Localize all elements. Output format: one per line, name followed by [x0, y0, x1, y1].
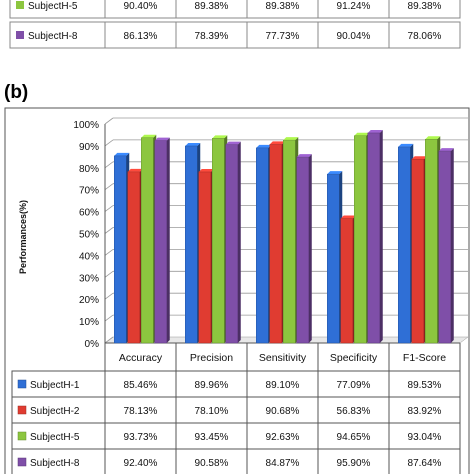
bar: [340, 215, 356, 344]
top-table-cell: 89.38%: [266, 1, 300, 12]
data-label: 93.73%: [124, 432, 158, 443]
data-label: 77.09%: [337, 380, 371, 391]
bar: [269, 141, 285, 344]
top-table-cell: 90.04%: [337, 31, 371, 42]
bar: [283, 137, 299, 344]
data-label: 78.10%: [195, 406, 229, 417]
y-axis-label: Performances(%): [18, 200, 28, 274]
top-table-cell: 90.40%: [124, 1, 158, 12]
legend-table-row: [11, 448, 461, 474]
data-label: 89.53%: [408, 380, 442, 391]
legend-data-table: Accuracy Precision Sensitivity Specificity F…: [11, 343, 461, 474]
legend-series-label: SubjectH-2: [30, 406, 80, 417]
top-table-row: [9, 0, 461, 19]
data-label: 56.83%: [337, 406, 371, 417]
data-label: 84.87%: [266, 458, 300, 469]
x-category-label: Precision: [190, 352, 233, 364]
bar: [198, 168, 214, 344]
bar: [327, 171, 343, 344]
bar: [438, 148, 454, 344]
legend-series-label: SubjectH-8: [30, 458, 80, 469]
top-table-cell: 78.06%: [408, 31, 442, 42]
legend-swatch: [17, 457, 27, 467]
y-tick-label: 0%: [85, 339, 100, 350]
bar: [127, 168, 143, 344]
x-category-label: Specificity: [330, 352, 378, 364]
data-label: 85.46%: [124, 380, 158, 391]
legend-series-label: SubjectH-1: [30, 380, 80, 391]
top-table-cell: 89.38%: [408, 1, 442, 12]
bar: [367, 129, 383, 344]
y-tick-label: 100%: [73, 120, 99, 131]
y-tick-label: 90%: [79, 142, 99, 153]
data-label: 92.40%: [124, 458, 158, 469]
top-legend-swatch: [16, 1, 24, 9]
top-data-table: SubjectH-5 90.40% 89.38% 89.38% 91.24% 89.38%…: [9, 0, 461, 49]
bar: [296, 154, 312, 344]
y-tick-label: 20%: [79, 295, 99, 306]
bar: [256, 144, 272, 344]
legend-series-label: SubjectH-5: [30, 432, 80, 443]
bar: [354, 132, 370, 344]
bar: [225, 141, 241, 344]
y-tick-label: 60%: [79, 208, 99, 219]
top-table-cell: 77.73%: [266, 31, 300, 42]
y-tick-label: 70%: [79, 186, 99, 197]
bar: [411, 156, 427, 344]
bar: [154, 137, 170, 344]
data-label: 92.63%: [266, 432, 300, 443]
legend-table-row: [11, 396, 461, 424]
top-table-row: [9, 21, 461, 49]
data-label: 78.13%: [124, 406, 158, 417]
y-tick-label: 10%: [79, 317, 99, 328]
data-label: 90.58%: [195, 458, 229, 469]
y-tick-label: 30%: [79, 273, 99, 284]
bar: [425, 136, 441, 344]
top-legend-swatch: [16, 31, 24, 39]
legend-swatch: [17, 431, 27, 441]
data-label: 95.90%: [337, 458, 371, 469]
bar: [114, 152, 130, 344]
y-tick-label: 40%: [79, 251, 99, 262]
data-label: 89.96%: [195, 380, 229, 391]
top-table-cell: 89.38%: [195, 1, 229, 12]
data-label: 93.45%: [195, 432, 229, 443]
top-table-cell: 86.13%: [124, 31, 158, 42]
data-label: 93.04%: [408, 432, 442, 443]
bar: [141, 134, 157, 344]
x-category-label: Sensitivity: [259, 352, 307, 364]
legend-table-row: [11, 370, 461, 398]
panel-label: (b): [4, 82, 28, 103]
y-tick-label: 80%: [79, 164, 99, 175]
top-table-cell: 91.24%: [337, 1, 371, 12]
top-table-series-label: SubjectH-5: [28, 1, 78, 12]
legend-table-row: [11, 422, 461, 450]
data-label: 94.65%: [337, 432, 371, 443]
bar: [185, 142, 201, 344]
data-label: 83.92%: [408, 406, 442, 417]
top-table-cell: 78.39%: [195, 31, 229, 42]
bar: [398, 143, 414, 344]
bar: [212, 135, 228, 344]
data-label: 87.64%: [408, 458, 442, 469]
x-category-label: F1-Score: [403, 352, 446, 364]
top-table-series-label: SubjectH-8: [28, 31, 78, 42]
data-label: 90.68%: [266, 406, 300, 417]
x-category-label: Accuracy: [119, 352, 163, 364]
legend-swatch: [17, 405, 27, 415]
legend-swatch: [17, 379, 27, 389]
plot-area: 0% 10% 20% 30% 40% 50% 60% 70% 80% 90% 100%: [73, 117, 469, 350]
data-label: 89.10%: [266, 380, 300, 391]
y-tick-label: 50%: [79, 230, 99, 241]
